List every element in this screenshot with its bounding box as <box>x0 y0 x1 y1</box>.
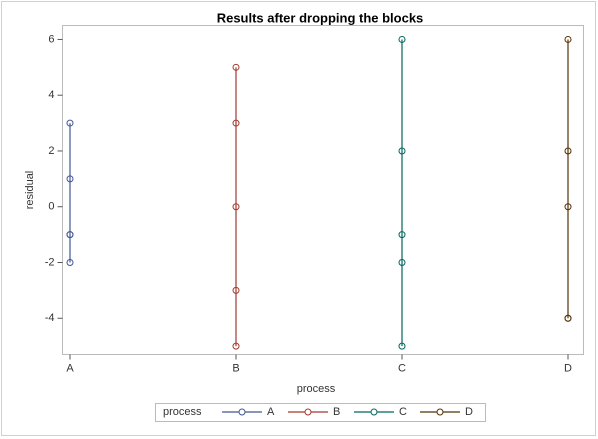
y-tick-label: 6 <box>48 33 54 45</box>
point <box>232 342 240 350</box>
legend-marker <box>436 408 444 416</box>
x-tick-label: D <box>564 362 572 374</box>
x-axis-label: process <box>297 383 336 395</box>
point <box>564 35 572 43</box>
y-tick-label: 2 <box>48 145 54 157</box>
point <box>66 175 74 183</box>
legend-label: C <box>399 406 407 418</box>
point <box>564 203 572 211</box>
point <box>398 35 406 43</box>
point <box>564 147 572 155</box>
point <box>398 258 406 266</box>
y-tick-label: -4 <box>45 312 55 324</box>
legend-label: B <box>333 406 340 418</box>
x-tick-label: B <box>232 362 239 374</box>
legend-title: process <box>163 406 202 418</box>
point <box>232 203 240 211</box>
point <box>398 231 406 239</box>
y-tick-label: 0 <box>48 201 54 213</box>
legend-label: A <box>267 406 275 418</box>
y-axis-label: residual <box>24 171 36 210</box>
point <box>398 342 406 350</box>
point <box>564 314 572 322</box>
point <box>232 119 240 127</box>
plot-area <box>62 25 584 355</box>
x-tick-label: C <box>398 362 406 374</box>
legend-marker <box>238 408 246 416</box>
x-tick-label: A <box>66 362 74 374</box>
point <box>66 119 74 127</box>
legend-marker <box>370 408 378 416</box>
y-tick-label: -2 <box>45 256 55 268</box>
legend-marker <box>304 408 312 416</box>
y-tick-label: 4 <box>48 89 54 101</box>
legend-label: D <box>465 406 473 418</box>
point <box>398 147 406 155</box>
point <box>66 258 74 266</box>
point <box>66 231 74 239</box>
chart-title: Results after dropping the blocks <box>217 10 424 25</box>
point <box>232 63 240 71</box>
point <box>232 286 240 294</box>
